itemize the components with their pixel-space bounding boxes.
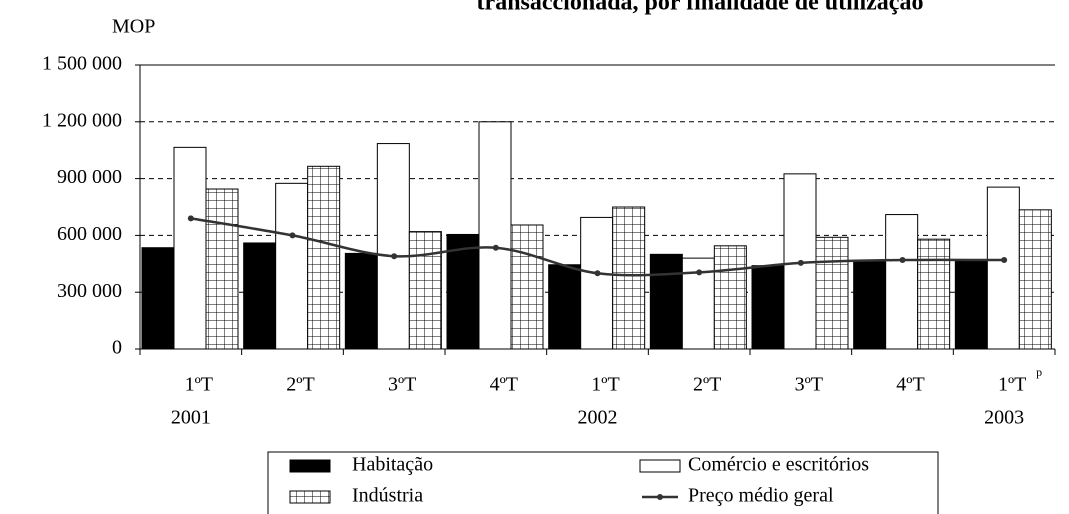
bar bbox=[510, 224, 544, 350]
bar bbox=[307, 165, 341, 350]
bar bbox=[243, 242, 277, 350]
bar bbox=[141, 247, 175, 350]
x-tick-label: 4ºT bbox=[490, 374, 518, 396]
bar bbox=[408, 231, 442, 350]
y-tick-label: 900 000 bbox=[57, 166, 122, 188]
x-tick-label: 1ºT bbox=[185, 374, 213, 396]
y-axis-label: MOP bbox=[112, 16, 155, 38]
bar bbox=[376, 143, 410, 350]
line-point bbox=[289, 232, 296, 239]
y-tick-label: 600 000 bbox=[57, 223, 122, 245]
legend-label: Comércio e escritórios bbox=[688, 454, 869, 476]
legend-label: Habitação bbox=[352, 454, 433, 476]
bar bbox=[580, 216, 614, 350]
line-point bbox=[797, 259, 804, 266]
legend-swatch bbox=[289, 490, 331, 504]
bar bbox=[1018, 209, 1052, 350]
bar bbox=[917, 238, 951, 350]
year-label: 2002 bbox=[578, 407, 618, 429]
legend-swatch bbox=[289, 459, 331, 473]
x-tick-label: 2ºT bbox=[693, 374, 721, 396]
bar bbox=[612, 206, 646, 350]
y-tick-label: 300 000 bbox=[57, 280, 122, 302]
line-point bbox=[696, 269, 703, 276]
chart-title: transaccionada, por finalidade de utiliz… bbox=[477, 0, 924, 16]
bar bbox=[885, 214, 919, 350]
line-point bbox=[492, 244, 499, 251]
legend-label: Indústria bbox=[352, 485, 423, 507]
line-point bbox=[187, 215, 194, 222]
bar bbox=[344, 252, 378, 350]
category-note: p bbox=[1036, 365, 1042, 379]
y-tick-label: 0 bbox=[112, 337, 122, 359]
x-tick-label: 3ºT bbox=[388, 374, 416, 396]
bar bbox=[275, 182, 309, 350]
bar bbox=[751, 265, 785, 350]
x-tick-label: 2ºT bbox=[286, 374, 314, 396]
line-point bbox=[899, 257, 906, 264]
legend-label: Preço médio geral bbox=[688, 485, 834, 507]
bar bbox=[173, 146, 207, 350]
x-tick-label: 1ºT bbox=[591, 374, 619, 396]
year-label: 2003 bbox=[984, 407, 1024, 429]
bar bbox=[205, 188, 239, 350]
legend-swatch-point bbox=[657, 494, 663, 500]
legend-box bbox=[267, 451, 939, 514]
x-tick-label: 4ºT bbox=[896, 374, 924, 396]
line-point bbox=[391, 253, 398, 260]
bar bbox=[853, 261, 887, 350]
y-tick-label: 1 500 000 bbox=[42, 53, 122, 75]
line-point bbox=[594, 270, 601, 277]
x-tick-label: 3ºT bbox=[795, 374, 823, 396]
year-label: 2001 bbox=[171, 407, 211, 429]
bar bbox=[815, 236, 849, 350]
bar bbox=[446, 233, 480, 350]
legend-swatch bbox=[639, 459, 681, 473]
bar bbox=[649, 253, 683, 350]
bar bbox=[986, 186, 1020, 350]
y-tick-label: 1 200 000 bbox=[42, 109, 122, 131]
bar bbox=[713, 245, 747, 350]
bar bbox=[954, 260, 988, 350]
x-tick-label: 1ºT bbox=[998, 374, 1026, 396]
bar bbox=[548, 264, 582, 350]
bar bbox=[478, 121, 512, 350]
line-point bbox=[1001, 257, 1008, 264]
